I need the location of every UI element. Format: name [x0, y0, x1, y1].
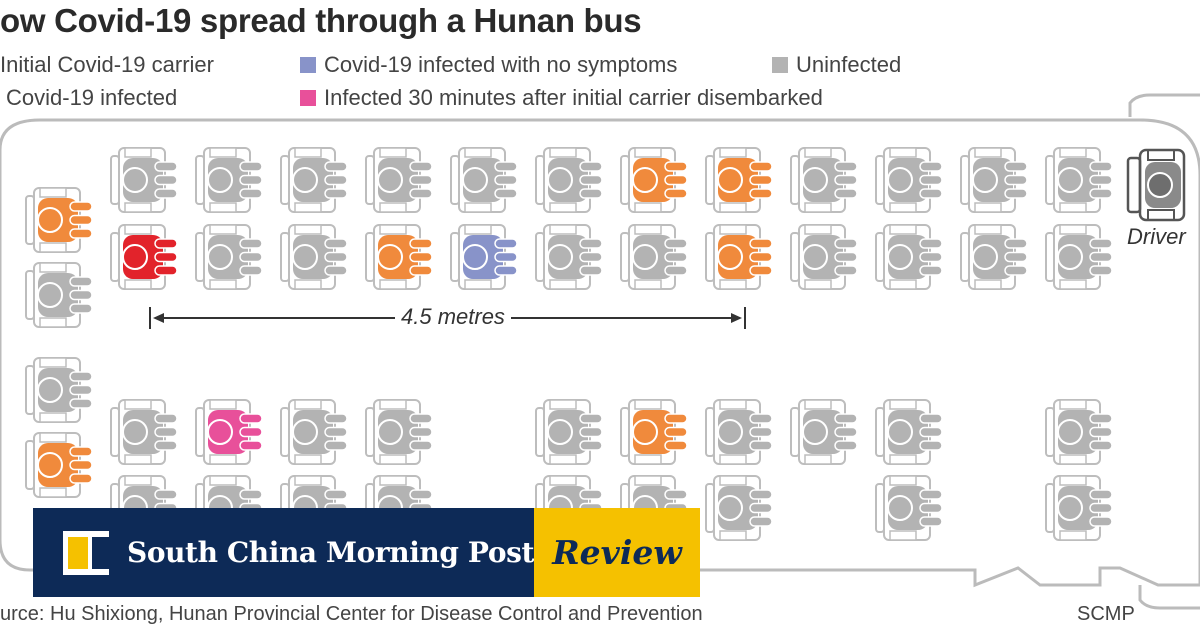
left-row-1-seat-4 [365, 147, 433, 213]
right-row-1-seat-6 [535, 399, 603, 465]
left-row-2-seat-9 [790, 224, 858, 290]
left-row-1-seat-5 [450, 147, 518, 213]
seat-grid [25, 147, 1113, 541]
right-row-1-seat-9 [790, 399, 858, 465]
right-row-1-seat-2 [195, 399, 263, 465]
legend-infected-label: Covid-19 infected [6, 85, 178, 110]
legend-asymptomatic-swatch [300, 57, 316, 73]
distance-arrow-right [731, 313, 742, 323]
left-row-1-seat-3 [280, 147, 348, 213]
right-row-2-seat-10 [875, 475, 943, 541]
left-row-1-seat-6 [535, 147, 603, 213]
back-row-seat-4 [25, 432, 93, 498]
left-row-1-seat-12 [1045, 147, 1113, 213]
right-row-1-seat-8 [705, 399, 773, 465]
right-row-1-seat-3 [280, 399, 348, 465]
legend-uninfected-swatch [772, 57, 788, 73]
right-row-2-seat-8 [705, 475, 773, 541]
left-row-2-seat-8 [705, 224, 773, 290]
legend-uninfected: Uninfected [772, 52, 901, 78]
left-row-1-seat-8 [705, 147, 773, 213]
left-row-2-seat-7 [620, 224, 688, 290]
scmp-banner-main: South China Morning Post [33, 508, 534, 597]
legend-late-infected: Infected 30 minutes after initial carrie… [300, 85, 823, 111]
legend-infected: Covid-19 infected [6, 85, 177, 111]
mirror-top [1128, 93, 1200, 117]
left-row-1-seat-7 [620, 147, 688, 213]
left-row-2-seat-5 [450, 224, 518, 290]
legend-uninfected-label: Uninfected [796, 52, 902, 77]
right-row-1-seat-10 [875, 399, 943, 465]
left-row-2-seat-1 [110, 224, 178, 290]
back-row-seat-1 [25, 187, 93, 253]
review-section-label: Review [534, 508, 700, 597]
scmp-logo-icon [63, 530, 116, 575]
right-row-1-seat-1 [110, 399, 178, 465]
right-row-1-seat-12 [1045, 399, 1113, 465]
scmp-banner: South China Morning Post Review [33, 508, 700, 597]
left-row-1-seat-9 [790, 147, 858, 213]
legend-late-infected-label: Infected 30 minutes after initial carrie… [324, 85, 823, 110]
left-row-2-seat-2 [195, 224, 263, 290]
driver-seat [1126, 148, 1186, 222]
source-note: urce: Hu Shixiong, Hunan Provincial Cent… [0, 603, 703, 625]
left-row-2-seat-12 [1045, 224, 1113, 290]
left-row-2-seat-6 [535, 224, 603, 290]
right-row-1-seat-4 [365, 399, 433, 465]
left-row-2-seat-3 [280, 224, 348, 290]
left-row-1-seat-10 [875, 147, 943, 213]
left-row-1-seat-11 [960, 147, 1028, 213]
distance-arrow-left [153, 313, 164, 323]
bus-outline [0, 118, 1200, 588]
left-row-1-seat-1 [110, 147, 178, 213]
legend-asymptomatic-label: Covid-19 infected with no symptoms [324, 52, 678, 77]
left-row-2-seat-4 [365, 224, 433, 290]
credit: SCMP [1077, 603, 1135, 625]
legend-initial-carrier: Initial Covid-19 carrier [0, 52, 214, 78]
legend-late-infected-swatch [300, 90, 316, 106]
back-row-seat-2 [25, 262, 93, 328]
scmp-brand-name: South China Morning Post [127, 536, 534, 569]
driver-label: Driver [1127, 224, 1186, 249]
right-row-2-seat-12 [1045, 475, 1113, 541]
legend-asymptomatic: Covid-19 infected with no symptoms [300, 52, 677, 78]
left-row-2-seat-10 [875, 224, 943, 290]
legend-initial-carrier-label: Initial Covid-19 carrier [0, 52, 214, 77]
mirror-bottom [1138, 585, 1200, 610]
back-row-seat-3 [25, 357, 93, 423]
left-row-1-seat-2 [195, 147, 263, 213]
distance-label: 4.5 metres [395, 304, 511, 330]
right-row-1-seat-7 [620, 399, 688, 465]
chart-title: ow Covid-19 spread through a Hunan bus [0, 2, 642, 39]
left-row-2-seat-11 [960, 224, 1028, 290]
